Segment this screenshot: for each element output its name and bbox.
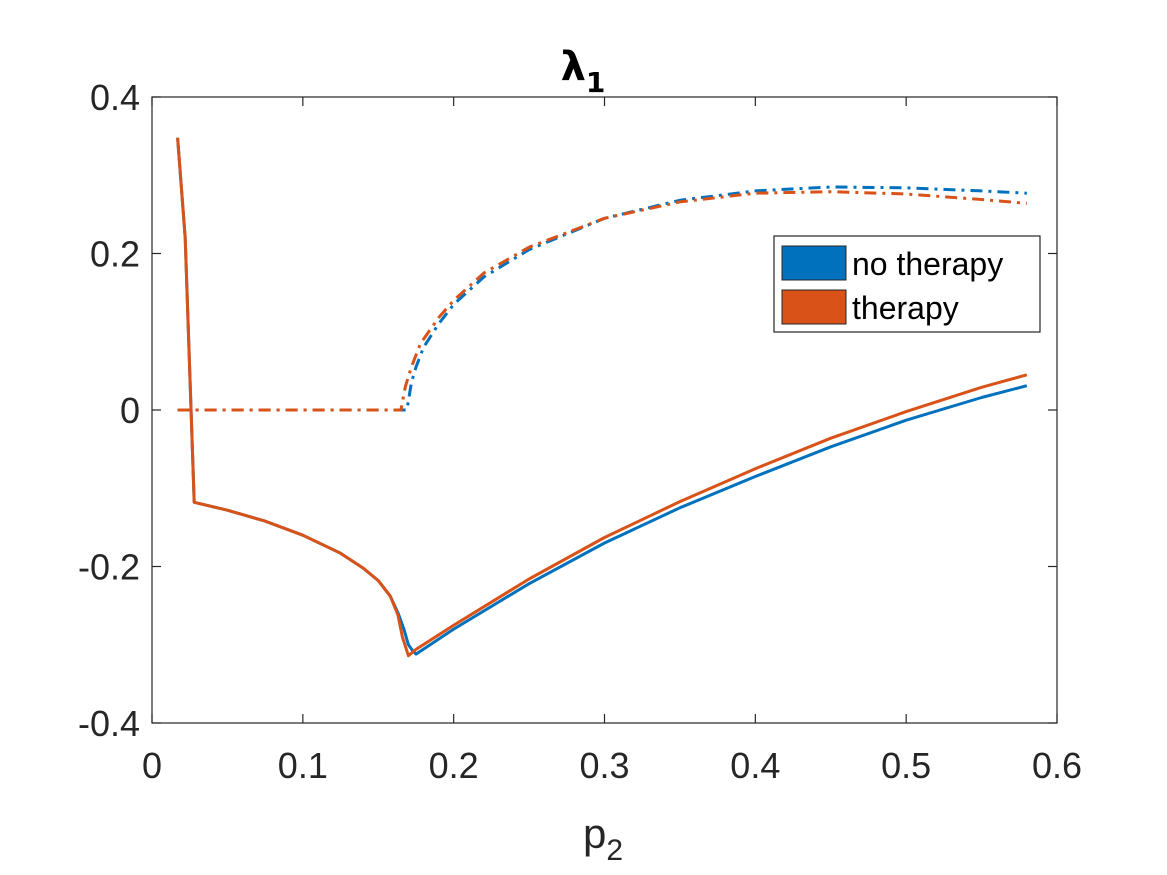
legend-label: no therapy [852, 246, 1003, 282]
y-tick-label: 0.2 [90, 234, 140, 275]
title-subscript: 1 [586, 66, 605, 99]
series-line-solid-1 [176, 137, 1028, 658]
y-tick-label: 0 [120, 390, 140, 431]
x-tick-label: 0 [142, 745, 162, 786]
chart-title: λ1 [561, 44, 606, 99]
title-main: λ [561, 44, 586, 90]
x-axis-label-subscript: 2 [606, 834, 623, 867]
x-axis-label-main: p [583, 810, 606, 857]
legend: no therapy therapy [773, 235, 1041, 333]
x-axis-label: p2 [583, 810, 623, 867]
y-tick-label: 0.4 [90, 77, 140, 118]
y-tick-label: -0.4 [78, 703, 140, 744]
ticks-layer: 0 0.1 0.2 0.3 0.4 0.5 0.6 -0.4 -0.2 0 0.2 0.4 [78, 77, 1082, 786]
legend-swatch [781, 245, 847, 281]
series-line-dashdot-3 [177, 190, 1027, 412]
series-layer [176, 137, 1028, 658]
legend-swatch [781, 289, 847, 325]
x-tick-label: 0.6 [1032, 745, 1082, 786]
x-tick-label: 0.1 [278, 745, 328, 786]
y-tick-label: -0.2 [78, 547, 140, 588]
legend-label: therapy [852, 290, 959, 326]
x-tick-label: 0.5 [881, 745, 931, 786]
x-tick-label: 0.3 [579, 745, 629, 786]
x-tick-label: 0.2 [429, 745, 479, 786]
x-tick-label: 0.4 [730, 745, 780, 786]
